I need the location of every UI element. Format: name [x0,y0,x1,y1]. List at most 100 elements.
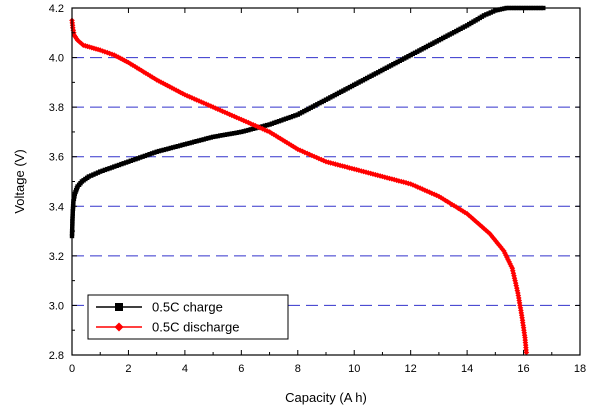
point-0-5c-discharge-63 [191,96,198,102]
point-0-5c-discharge-167 [433,192,440,199]
point-0-5c-discharge-98 [273,133,279,139]
point-0-5c-charge-125 [312,103,318,108]
point-0-5c-charge-211 [499,6,505,12]
point-0-5c-discharge-196 [491,236,498,243]
point-0-5c-discharge-86 [245,119,252,126]
point-0-5c-discharge-171 [442,197,449,204]
point-0-5c-charge-57 [154,149,159,154]
point-0-5c-discharge-162 [422,187,428,193]
y-axis-title: Voltage (V) [12,149,27,213]
point-0-5c-discharge-138 [365,170,372,176]
point-0-5c-charge-63 [168,145,173,151]
point-0-5c-charge-95 [243,128,249,133]
legend-marker-0-5c-discharge [114,322,124,332]
point-0-5c-charge-77 [201,137,206,142]
point-0-5c-discharge-107 [292,145,299,151]
x-tick-label-0: 0 [69,363,75,375]
point-0-5c-charge-207 [490,9,496,14]
point-0-5c-charge-110 [279,118,284,123]
point-0-5c-discharge-111 [302,149,308,156]
point-0-5c-discharge-70 [208,103,214,109]
series-0-5c-discharge [69,17,530,356]
legend-label-0-5c-discharge: 0.5C discharge [152,320,239,335]
point-0-5c-charge-8 [70,214,75,219]
point-0-5c-charge-107 [272,120,277,125]
point-0-5c-discharge-108 [295,146,301,153]
x-tick-label-9: 18 [574,363,586,375]
x-axis-title: Capacity (A h) [285,390,367,405]
point-0-5c-charge-64 [170,145,176,150]
series-line-0-5c-charge [71,7,544,237]
point-0-5c-discharge-113 [306,151,313,158]
point-0-5c-charge-30 [91,172,96,177]
point-0-5c-discharge-166 [431,191,437,198]
point-0-5c-charge-36 [105,166,110,172]
point-0-5c-discharge-80 [231,113,238,120]
point-0-5c-charge-14 [71,199,76,204]
point-0-5c-discharge-197 [493,238,499,245]
point-0-5c-charge-98 [250,126,256,131]
point-0-5c-charge-154 [375,70,381,75]
point-0-5c-discharge-168 [436,193,442,200]
point-0-5c-charge-52 [142,153,148,159]
point-0-5c-discharge-139 [367,170,374,177]
point-0-5c-charge-54 [147,152,152,157]
point-0-5c-discharge-126 [337,162,343,169]
point-0-5c-discharge-58 [179,90,186,97]
point-0-5c-discharge-147 [386,175,393,182]
point-0-5c-charge-89 [229,131,235,136]
legend-item-0-5c-discharge: 0.5C discharge [96,320,239,335]
point-0-5c-charge-34 [100,168,105,173]
point-0-5c-charge-88 [227,131,232,137]
point-0-5c-charge-151 [369,73,374,78]
point-0-5c-discharge-106 [290,143,297,150]
point-0-5c-discharge-125 [335,162,341,168]
x-tick-label-3: 6 [238,363,244,375]
point-0-5c-discharge-33 [125,59,132,66]
legend-item-0-5c-charge: 0.5C charge [96,300,223,315]
point-0-5c-discharge-110 [299,148,306,155]
point-0-5c-discharge-135 [358,168,365,174]
point-0-5c-charge-93 [239,129,244,135]
point-0-5c-discharge-62 [189,95,195,101]
point-0-5c-discharge-104 [286,141,292,147]
y-tick-label-1: 3.0 [49,300,64,312]
point-0-5c-discharge-148 [389,176,395,182]
point-0-5c-discharge-44 [149,74,156,80]
point-0-5c-charge-96 [246,127,251,133]
point-0-5c-charge-104 [265,122,270,128]
point-0-5c-discharge-56 [175,88,182,95]
point-0-5c-discharge-145 [382,174,388,180]
legend: 0.5C charge 0.5C discharge [87,294,289,340]
legend-box [87,294,289,340]
point-0-5c-discharge-224 [516,300,523,306]
point-0-5c-discharge-76 [222,109,228,116]
point-0-5c-charge-31 [93,171,98,176]
point-0-5c-charge-103 [262,123,268,128]
point-0-5c-discharge-172 [444,198,451,205]
point-0-5c-charge-208 [493,8,498,13]
y-tick-label-5: 3.8 [49,102,64,114]
point-0-5c-charge-82 [213,134,218,139]
point-0-5c-discharge-143 [377,173,383,179]
point-0-5c-discharge-92 [259,126,266,132]
point-0-5c-discharge-73 [215,106,221,112]
point-0-5c-discharge-137 [363,169,369,175]
point-0-5c-discharge-130 [346,165,353,171]
point-0-5c-charge-55 [149,151,155,156]
point-0-5c-discharge-198 [494,240,501,246]
point-0-5c-discharge-179 [460,208,466,214]
point-0-5c-charge-87 [225,132,230,137]
point-0-5c-discharge-181 [464,210,470,217]
point-0-5c-discharge-117 [316,155,322,162]
point-0-5c-discharge-226 [517,305,524,311]
point-0-5c-discharge-96 [268,130,275,137]
point-0-5c-discharge-128 [342,163,348,170]
point-0-5c-discharge-165 [429,190,435,197]
y-tick-label-4: 3.6 [49,152,64,164]
point-0-5c-charge-109 [276,119,282,124]
point-0-5c-charge-210 [497,7,502,12]
point-0-5c-discharge-105 [288,142,295,149]
point-0-5c-discharge-141 [372,171,379,178]
point-0-5c-discharge-187 [475,220,482,227]
